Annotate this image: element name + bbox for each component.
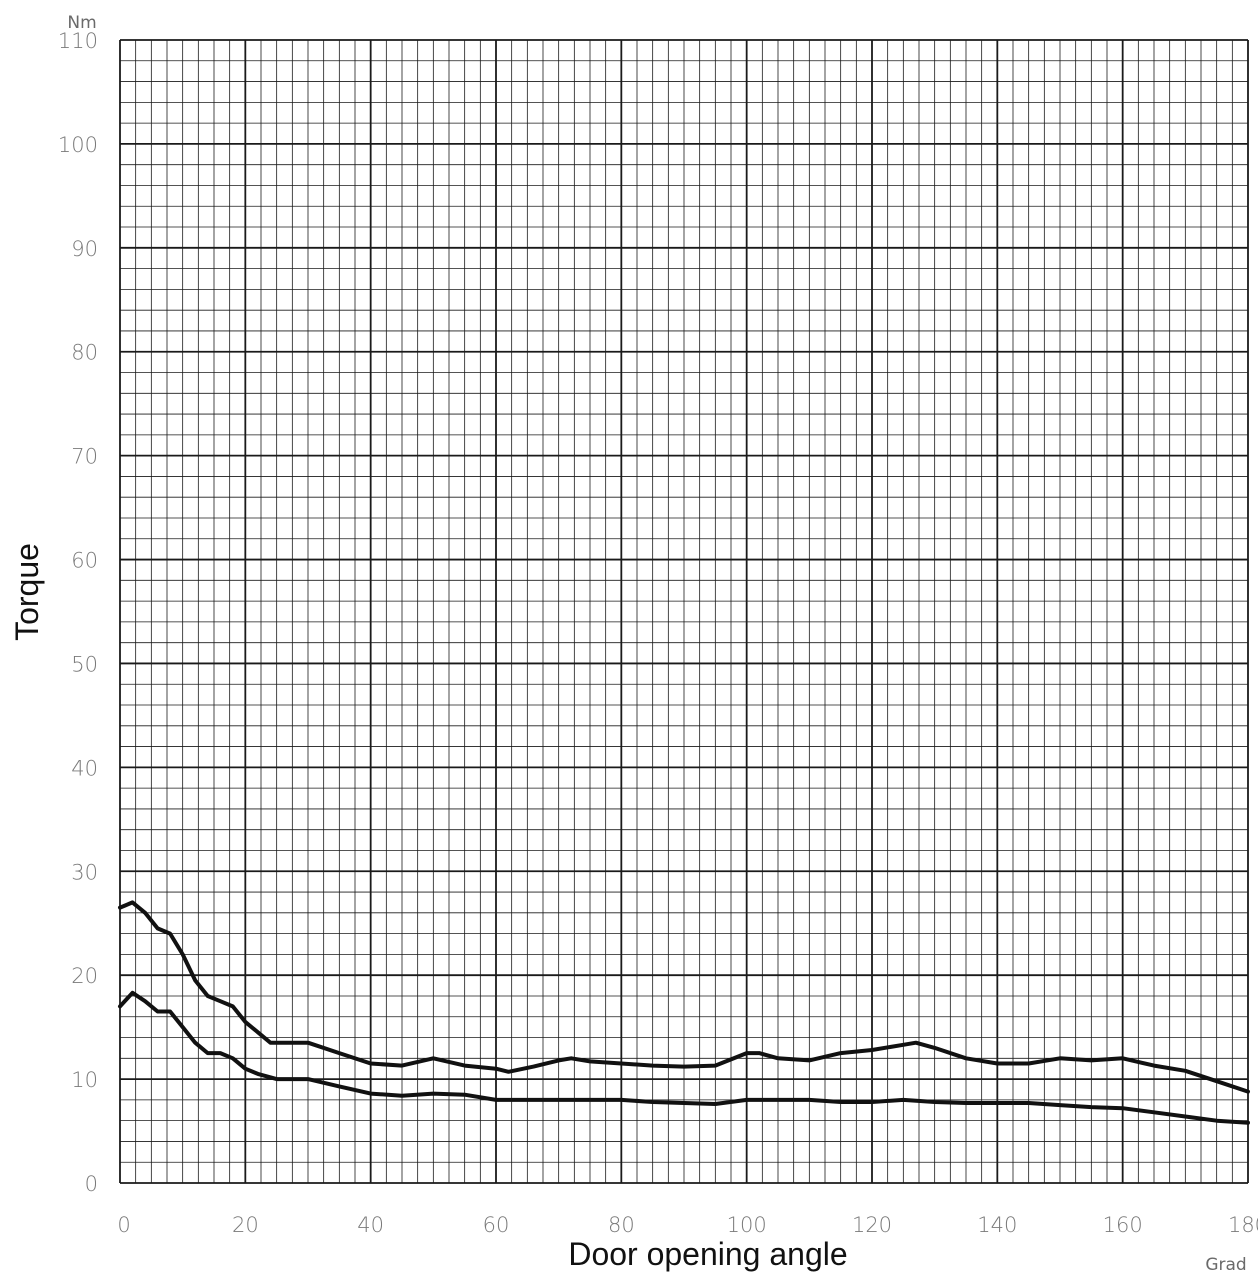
x-tick-label: 180 [1228, 1213, 1258, 1237]
y-tick-label: 110 [58, 29, 98, 53]
y-tick-label: 80 [71, 341, 98, 365]
y-tick-label: 50 [71, 652, 98, 676]
x-tick-label: 100 [727, 1213, 767, 1237]
x-tick-label: 60 [483, 1213, 510, 1237]
y-unit-label: Nm [67, 13, 96, 33]
y-tick-label: 60 [71, 549, 98, 573]
x-unit-label: Grad [1205, 1255, 1246, 1275]
y-tick-label: 0 [85, 1172, 98, 1196]
y-tick-label: 30 [71, 860, 98, 884]
y-tick-label: 10 [71, 1068, 98, 1092]
y-tick-label: 20 [71, 964, 98, 988]
x-tick-label: 120 [852, 1213, 892, 1237]
grid [119, 39, 1249, 1184]
series-line-1 [118, 900, 1250, 1094]
x-tick-label: 140 [977, 1213, 1017, 1237]
x-tick-label: 80 [608, 1213, 635, 1237]
tick-labels: 0 20 40 60 80 100 120 140 160 180 0 10 20 30 40 50 60 70 8… [58, 29, 1258, 1237]
series-group [118, 900, 1250, 1125]
y-tick-label: 90 [71, 237, 98, 261]
y-tick-label: 100 [58, 133, 98, 157]
x-tick-label: 20 [232, 1213, 259, 1237]
y-tick-label: 40 [71, 756, 98, 780]
y-axis-title: Torque [9, 543, 45, 641]
x-tick-label: 40 [357, 1213, 384, 1237]
x-tick-label: 0 [117, 1213, 130, 1237]
x-axis-title: Door opening angle [568, 1236, 847, 1272]
series-line-2 [118, 990, 1250, 1125]
y-tick-label: 70 [71, 445, 98, 469]
x-tick-label: 160 [1103, 1213, 1143, 1237]
